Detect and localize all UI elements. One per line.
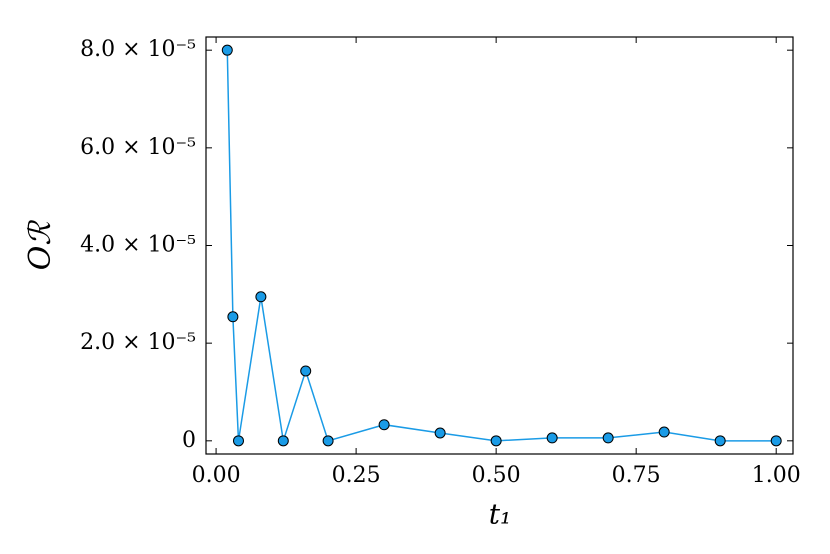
data-point [227,311,239,323]
x-axis-label: t₁ [489,498,511,531]
x-tick-label: 0.25 [332,463,381,488]
data-point [300,365,312,377]
data-point [322,435,334,447]
series-line [226,50,777,442]
data-point [658,426,670,438]
y-tick-label: 2.0 × 10⁻⁵ [80,330,196,355]
x-tick-label: 1.00 [752,463,801,488]
y-axis-label: Oℛ [23,220,58,271]
data-point [232,435,244,447]
y-tick-label: 4.0 × 10⁻⁵ [80,233,196,258]
data-point [277,435,289,447]
y-tick-label: 6.0 × 10⁻⁵ [80,135,196,160]
data-point [770,435,782,447]
data-point [546,432,558,444]
plot-frame [205,36,794,455]
y-tick-label: 0 [182,428,196,453]
x-tick-label: 0.50 [472,463,521,488]
data-point [255,291,267,303]
data-point [221,44,233,56]
data-point [490,435,502,447]
y-tick-label: 8.0 × 10⁻⁵ [80,37,196,62]
x-tick-label: 0.00 [192,463,241,488]
x-tick-label: 0.75 [612,463,661,488]
data-point [434,427,446,439]
data-point [602,432,614,444]
data-point [378,419,390,431]
data-point [714,435,726,447]
